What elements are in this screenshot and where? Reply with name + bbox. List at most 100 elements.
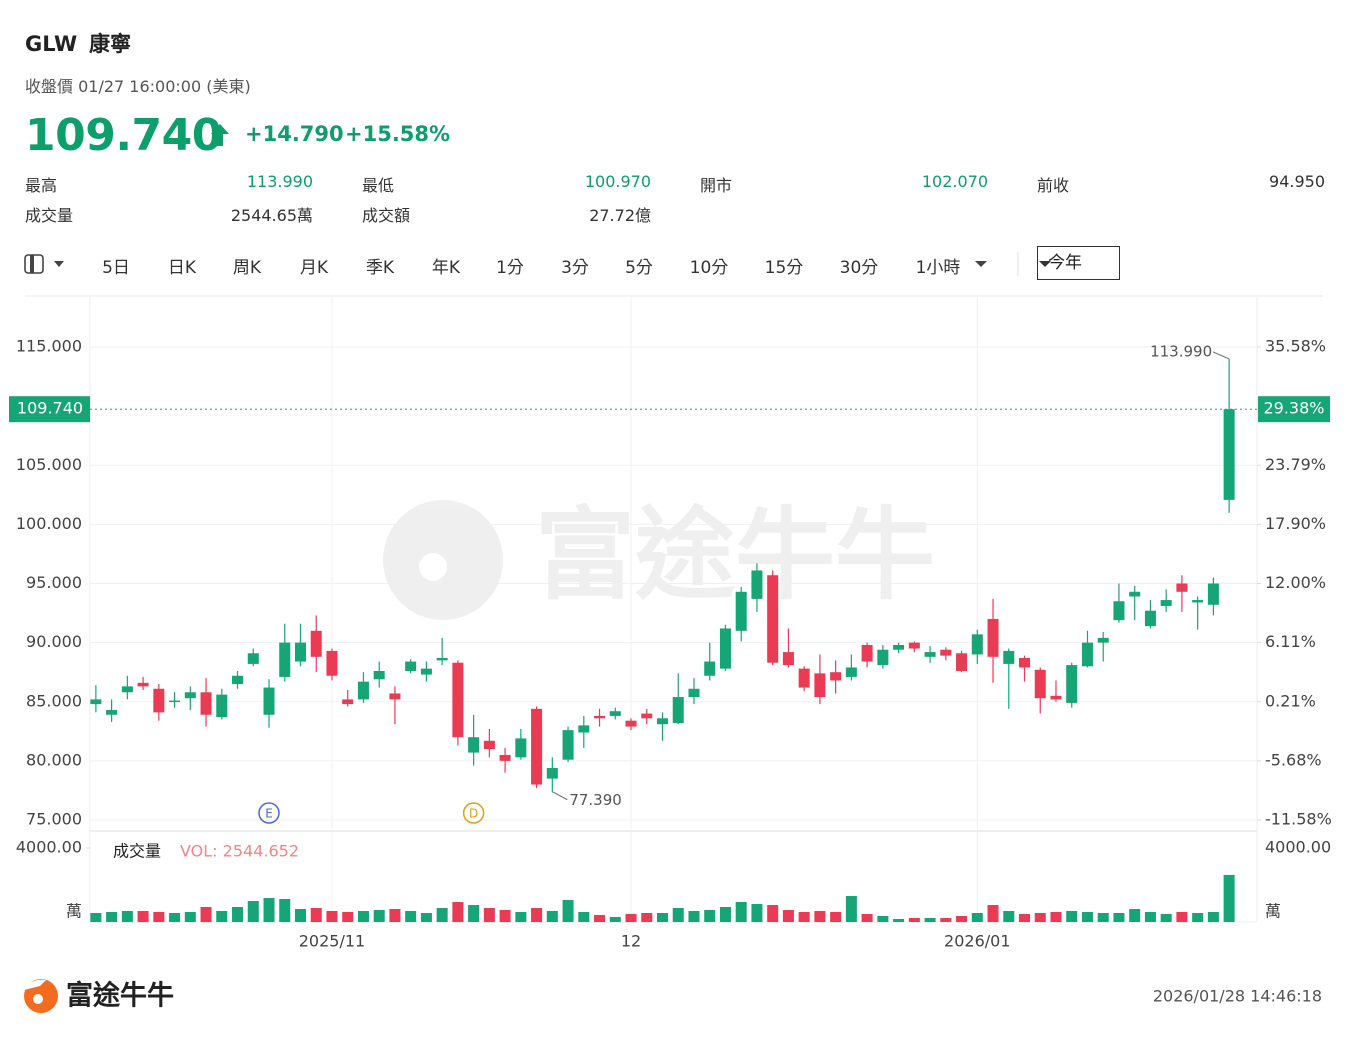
tab[interactable]: 30分 <box>839 258 879 278</box>
candle-body <box>1003 650 1015 664</box>
volume-bar <box>1081 912 1093 922</box>
tab[interactable]: 15分 <box>764 258 804 278</box>
candle-body <box>861 644 873 662</box>
y2-tick-label: -11.58% <box>1265 810 1332 829</box>
range-label: 今年 <box>1048 253 1082 273</box>
candle-body <box>578 725 590 733</box>
volume-bar <box>184 912 196 922</box>
candle-body <box>184 692 196 699</box>
volume-bar <box>1129 909 1141 922</box>
candle-body <box>1223 409 1235 500</box>
candle-body <box>845 667 857 677</box>
volume-bar <box>200 907 212 922</box>
tab[interactable]: 5日 <box>102 258 130 278</box>
tab[interactable]: 10分 <box>689 258 729 278</box>
tab[interactable]: 3分 <box>561 258 589 278</box>
volume-bar <box>247 901 259 922</box>
candle-body <box>357 681 369 700</box>
volume-bar <box>279 899 291 922</box>
volume-bar <box>767 905 779 922</box>
candle-body <box>1066 665 1078 703</box>
candle-body <box>342 699 354 705</box>
tab[interactable]: 1小時 <box>915 258 961 278</box>
volume-bar <box>1066 911 1078 922</box>
volume-bar <box>121 911 133 922</box>
x-tick-label: 2026/01 <box>944 932 1010 951</box>
volume-bar <box>310 908 322 922</box>
stat-label: 最高 <box>25 176 58 195</box>
watermark: 富途牛牛 <box>383 496 935 620</box>
stat-label: 開市 <box>700 176 733 195</box>
volume-bar <box>294 909 306 922</box>
candle-body <box>782 652 794 666</box>
volume-legend: VOL: 2544.652 <box>180 842 299 861</box>
last-pct-label: 29.38% <box>1263 399 1324 418</box>
candle-body <box>263 687 275 715</box>
candle-body <box>483 740 495 750</box>
tab[interactable]: 月K <box>299 258 329 278</box>
tab[interactable]: 5分 <box>625 258 653 278</box>
y-tick-label: 90.000 <box>26 632 82 651</box>
candle-body <box>106 710 118 715</box>
volume-bar <box>924 918 936 922</box>
volume-bar <box>546 911 558 922</box>
candle-body <box>672 697 684 724</box>
volume-bar <box>405 911 417 922</box>
y2-tick-label: 23.79% <box>1265 455 1326 474</box>
candle-body <box>1097 637 1109 643</box>
candle-body <box>1019 657 1031 668</box>
candle-body <box>719 628 731 669</box>
volume-bar <box>452 902 464 922</box>
candle-body <box>704 661 716 676</box>
y-tick-label: 80.000 <box>26 750 82 769</box>
tab[interactable]: 年K <box>431 258 461 278</box>
volume-bar <box>877 916 889 922</box>
candle-body <box>216 694 228 718</box>
candle-body <box>735 591 747 631</box>
candle-body <box>294 642 306 662</box>
stat-label: 最低 <box>362 176 395 195</box>
candle-body <box>609 711 621 716</box>
volume-bar <box>373 910 385 922</box>
range-select[interactable]: 今年 <box>1037 246 1120 280</box>
y2-tick-label: 12.00% <box>1265 573 1326 592</box>
high-label: 113.990 <box>1150 342 1212 360</box>
candle-body <box>200 692 212 715</box>
volume-title: 成交量 <box>113 842 161 861</box>
brand-logo-hole <box>33 994 43 1004</box>
volume-bar <box>830 912 842 922</box>
volume-bar <box>326 911 338 922</box>
candle-body <box>310 630 322 657</box>
change: +14.790 <box>245 122 344 146</box>
volume-bar <box>845 896 857 922</box>
volume-bar <box>987 905 999 922</box>
volume-bar <box>515 912 527 922</box>
candle-body <box>893 644 905 650</box>
candle-body <box>468 737 480 753</box>
volume-bar <box>940 918 952 922</box>
chart-type-button[interactable] <box>24 253 70 277</box>
candle-body <box>940 649 952 656</box>
tab[interactable]: 季K <box>365 258 395 278</box>
candle-body <box>1192 600 1204 603</box>
candle-body <box>452 662 464 738</box>
volume-bar <box>263 898 275 922</box>
candle-body <box>531 708 543 785</box>
candle-body <box>656 718 669 725</box>
volume-bar <box>232 907 244 922</box>
status: 收盤價 01/27 16:00:00 (美東) <box>25 77 251 96</box>
high-leader <box>1212 351 1230 360</box>
volume-bar <box>1050 912 1062 922</box>
low-leader <box>552 791 568 801</box>
tab[interactable]: 周K <box>232 258 262 278</box>
volume-unit: 萬 <box>66 902 82 921</box>
candle-body <box>326 650 338 676</box>
volume-bar <box>625 914 637 922</box>
volume-bar <box>1207 912 1219 922</box>
tab[interactable]: 1分 <box>496 258 524 278</box>
candle-body <box>1050 695 1062 700</box>
event-marker <box>462 802 485 824</box>
tab[interactable]: 日K <box>167 258 197 278</box>
stat-value: 113.990 <box>246 172 313 191</box>
up-arrow <box>211 124 229 146</box>
